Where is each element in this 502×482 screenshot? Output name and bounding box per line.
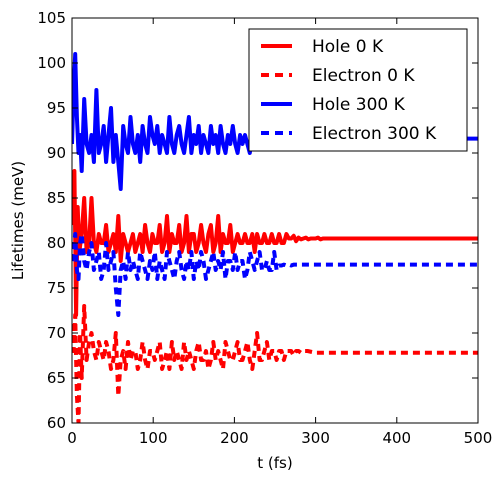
y-tick-label: 105 — [37, 9, 66, 27]
x-tick-label: 400 — [382, 429, 411, 447]
series-line-hole-0k — [72, 169, 478, 317]
legend-label: Hole 300 K — [312, 95, 406, 115]
y-tick-label: 60 — [47, 414, 66, 432]
legend-item-hole-0k: Hole 0 K — [261, 37, 384, 57]
series-line-electron-0k — [72, 304, 478, 423]
legend-label: Hole 0 K — [312, 37, 384, 57]
y-tick-label: 75 — [47, 279, 66, 297]
series-line-electron-300k — [72, 232, 478, 317]
x-axis-label: t (fs) — [257, 454, 292, 472]
y-tick-label: 90 — [47, 144, 66, 162]
x-tick-label: 300 — [301, 429, 330, 447]
legend-item-electron-0k: Electron 0 K — [261, 66, 415, 86]
y-tick-label: 80 — [47, 234, 66, 252]
y-tick-label: 95 — [47, 99, 66, 117]
axis-ticks: 0 100 200 300 400 500 60 65 70 75 80 85 90 95 100 105 — [37, 9, 492, 447]
plot-data — [72, 52, 478, 423]
legend-item-hole-300k: Hole 300 K — [261, 95, 406, 115]
y-tick-label: 85 — [47, 189, 66, 207]
y-tick-label: 65 — [47, 369, 66, 387]
y-tick-label: 100 — [37, 54, 66, 72]
x-tick-label: 200 — [220, 429, 249, 447]
legend: Hole 0 K Electron 0 K Hole 300 K Electron 3… — [248, 28, 468, 152]
x-tick-label: 0 — [67, 429, 77, 447]
legend-item-electron-300k: Electron 300 K — [261, 124, 437, 144]
plot-frame — [71, 17, 479, 424]
y-tick-label: 70 — [47, 324, 66, 342]
y-axis-label: Lifetimes (meV) — [9, 161, 27, 280]
legend-box — [248, 28, 468, 152]
legend-label: Electron 0 K — [312, 66, 415, 86]
x-tick-label: 500 — [464, 429, 493, 447]
x-tick-label: 100 — [139, 429, 168, 447]
legend-label: Electron 300 K — [312, 124, 437, 144]
